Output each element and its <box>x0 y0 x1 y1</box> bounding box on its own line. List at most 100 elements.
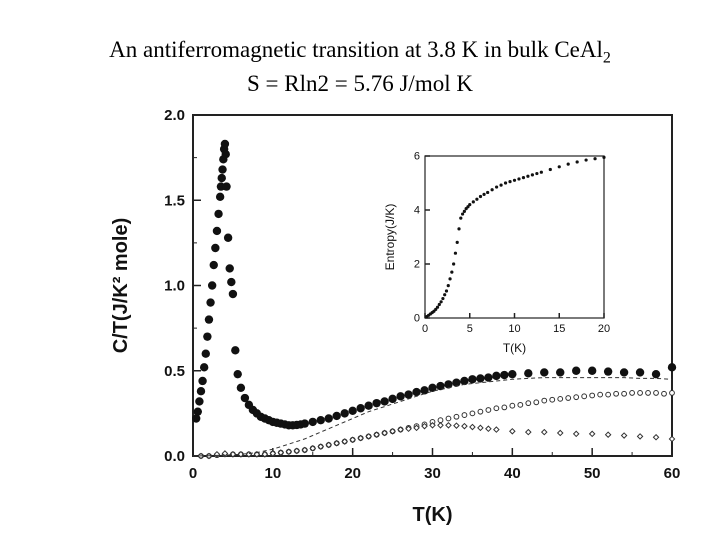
main-series-1-point <box>661 390 667 397</box>
main-series-0-point <box>233 369 242 379</box>
main-series-2-point <box>572 430 580 438</box>
main-series-2-point <box>253 450 261 458</box>
main-series-0-point <box>231 346 240 355</box>
main-series-0-point <box>218 165 227 174</box>
inset-series-0-point <box>499 183 503 187</box>
main-series-1-point <box>597 391 604 398</box>
main-series-0-point <box>500 370 509 380</box>
inset-series-0-point <box>439 300 443 304</box>
main-series-1-point <box>629 390 635 396</box>
main-series-2-point <box>509 427 516 435</box>
inset-series-0-point <box>455 240 459 244</box>
inset-y-tick-label: 0 <box>414 313 420 325</box>
main-series-0-point <box>211 243 220 253</box>
main-series-0-point <box>651 369 661 379</box>
main-series-0-point <box>222 182 231 191</box>
main-series-2-point <box>485 425 492 433</box>
main-series-2-point <box>309 445 317 452</box>
main-series-0-point <box>198 376 207 386</box>
inset-series-0-point <box>566 162 570 166</box>
main-series-2-point <box>269 450 277 457</box>
main-series-1-point <box>509 402 516 409</box>
main-series-1-point <box>517 401 524 408</box>
main-series-1-point <box>493 405 500 412</box>
main-series-0-point <box>452 378 461 387</box>
main-series-1-point <box>445 415 452 422</box>
main-series-0-point <box>396 392 405 401</box>
main-series-1-point <box>501 404 508 411</box>
main-series-0-point <box>364 401 373 410</box>
inset-series-0-point <box>441 296 445 301</box>
main-series-0-point <box>428 383 437 392</box>
main-series-2-point <box>405 425 412 433</box>
main-series-1-point <box>557 395 564 402</box>
main-series-2-point <box>349 436 356 444</box>
main-series-2-point <box>397 426 404 433</box>
main-series-2-point <box>556 429 564 437</box>
main-series-1-point <box>621 390 627 397</box>
chart-title-line-2: S = Rln2 = 5.76 J/mol K <box>247 71 473 96</box>
main-series-0-point <box>195 397 204 406</box>
main-series-0-point <box>436 381 445 391</box>
main-series-2-point <box>213 450 221 458</box>
main-series-2-point <box>373 431 380 438</box>
inset-y-tick-label: 6 <box>414 151 420 163</box>
main-series-2-point <box>301 446 309 454</box>
inset-series-0-point <box>446 284 450 288</box>
inset-series-0-point <box>462 209 466 213</box>
main-series-0-point <box>225 264 234 273</box>
inset-series-0-point <box>530 173 535 177</box>
inset-series-0-point <box>457 227 461 231</box>
main-series-0-point <box>324 414 333 423</box>
inset-series-0-point <box>444 289 449 293</box>
main-series-2-point <box>477 424 484 432</box>
main-series-1-point <box>669 390 675 396</box>
inset-series-0-point <box>434 307 438 311</box>
main-series-0-point <box>220 139 230 149</box>
main-series-2-point <box>333 439 341 447</box>
main-series-0-point <box>228 289 238 299</box>
inset-series-0-point <box>490 188 494 192</box>
main-series-0-point <box>404 390 413 399</box>
main-series-2-point <box>540 428 548 436</box>
inset-series-0-point <box>535 171 539 176</box>
main-series-0-point <box>635 368 645 377</box>
inset-series-0-point <box>512 178 517 182</box>
main-series-2-point <box>437 422 444 429</box>
main-series-2-point <box>620 432 628 439</box>
inset-series-0-point <box>448 277 452 281</box>
inset-series-0-point <box>584 158 588 162</box>
main-series-0-point <box>667 363 677 372</box>
inset-series-0-point <box>468 203 472 207</box>
main-series-0-point <box>308 417 317 427</box>
main-series-2-point <box>381 429 388 437</box>
main-series-2-point <box>389 427 396 435</box>
main-series-2-point <box>229 450 237 458</box>
main-series-0-point <box>207 281 217 290</box>
inset-series-0-point <box>459 216 463 220</box>
main-series-0-point <box>572 366 581 375</box>
inset-series-0-point <box>557 165 561 169</box>
main-series-0-point <box>316 415 325 425</box>
main-series-0-point <box>217 173 226 183</box>
main-x-tick-label: 30 <box>424 465 441 482</box>
inset-x-tick-label: 10 <box>508 323 520 335</box>
main-series-0-point <box>215 192 225 202</box>
inset-series-0-point <box>475 197 479 201</box>
main-y-tick-label: 1.5 <box>164 192 185 209</box>
inset-series-0-point <box>443 293 447 297</box>
main-series-1-point <box>541 397 548 404</box>
main-series-1-point <box>653 390 659 396</box>
main-series-0-point <box>206 298 215 307</box>
inset-series-0-point <box>453 251 458 255</box>
main-series-0-point <box>460 376 469 386</box>
inset-series-0-point <box>508 180 512 184</box>
main-series-1-point <box>461 412 468 418</box>
main-series-2-point <box>277 449 285 456</box>
main-series-0-point <box>332 411 341 421</box>
main-series-0-point <box>556 368 565 377</box>
inset-x-tick-label: 15 <box>553 323 565 335</box>
title-subscript: 2 <box>602 49 611 67</box>
main-series-0-point <box>221 150 230 159</box>
